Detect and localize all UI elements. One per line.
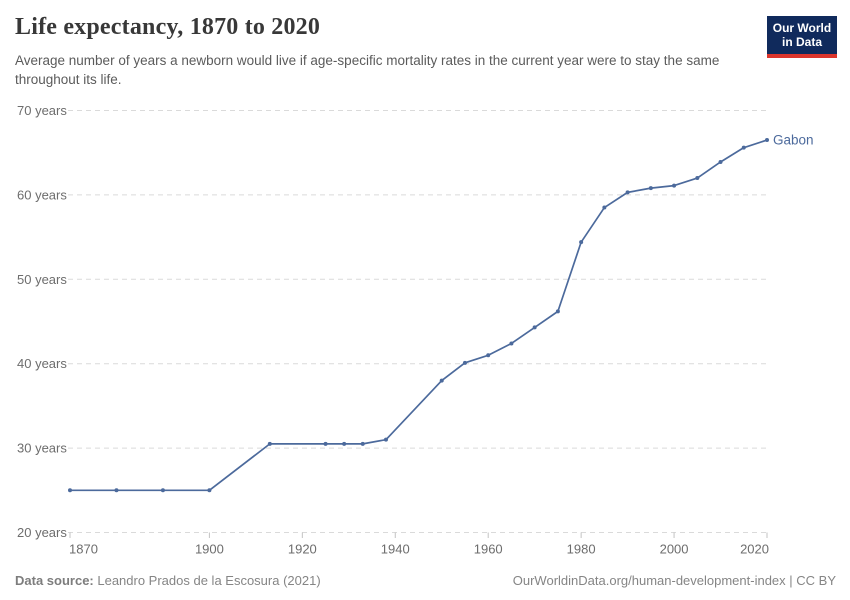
data-point[interactable] bbox=[160, 488, 165, 493]
data-point[interactable] bbox=[648, 186, 653, 191]
data-source-value: Leandro Prados de la Escosura (2021) bbox=[93, 573, 321, 588]
data-point[interactable] bbox=[207, 488, 212, 493]
x-axis-tick-label: 1960 bbox=[474, 542, 503, 557]
data-point[interactable] bbox=[68, 488, 72, 493]
data-point[interactable] bbox=[360, 441, 365, 446]
data-point[interactable] bbox=[486, 353, 491, 358]
x-axis-tick-label: 1870 bbox=[69, 542, 98, 557]
series-line bbox=[70, 139, 768, 492]
data-point[interactable] bbox=[741, 145, 746, 150]
y-axis-tick-label: 20 years bbox=[17, 525, 67, 540]
attribution-link[interactable]: OurWorldinData.org/human-development-ind… bbox=[512, 573, 836, 588]
data-source-label: Data source: bbox=[15, 573, 94, 588]
data-point[interactable] bbox=[765, 138, 769, 143]
chart-subtitle: Average number of years a newborn would … bbox=[15, 53, 720, 87]
data-point[interactable] bbox=[342, 441, 347, 446]
data-point[interactable] bbox=[672, 183, 677, 188]
data-point[interactable] bbox=[267, 441, 272, 446]
y-axis-tick-label: 40 years bbox=[17, 356, 67, 371]
x-axis-tick-label: 1900 bbox=[195, 542, 224, 557]
data-point[interactable] bbox=[323, 441, 328, 446]
data-point[interactable] bbox=[695, 176, 700, 181]
data-point[interactable] bbox=[462, 360, 467, 365]
data-point[interactable] bbox=[579, 240, 584, 245]
data-point[interactable] bbox=[718, 159, 723, 164]
y-axis-tick-label: 70 years bbox=[17, 103, 67, 118]
owid-logo-line1: Our World bbox=[772, 21, 832, 35]
y-axis-tick-label: 30 years bbox=[17, 441, 67, 456]
data-point[interactable] bbox=[114, 488, 119, 493]
data-point[interactable] bbox=[602, 205, 607, 210]
data-point[interactable] bbox=[555, 309, 560, 314]
x-axis-tick-label: 1920 bbox=[288, 542, 317, 557]
data-point[interactable] bbox=[439, 378, 444, 383]
x-axis-tick-label: 1940 bbox=[381, 542, 410, 557]
x-axis-tick-label: 1980 bbox=[567, 542, 596, 557]
y-axis-tick-label: 60 years bbox=[17, 187, 67, 202]
entity-label[interactable]: Gabon bbox=[773, 133, 814, 148]
x-axis-tick-label: 2020 bbox=[740, 542, 769, 557]
data-source-note: Data source: Leandro Prados de la Escosu… bbox=[15, 573, 321, 588]
chart-title: Life expectancy, 1870 to 2020 bbox=[15, 14, 321, 40]
y-axis-tick-label: 50 years bbox=[17, 272, 67, 287]
data-point[interactable] bbox=[532, 325, 537, 330]
owid-logo[interactable]: Our World in Data bbox=[767, 16, 837, 58]
x-axis-tick-label: 2000 bbox=[660, 542, 689, 557]
data-point[interactable] bbox=[625, 190, 630, 195]
owid-logo-line2: in Data bbox=[781, 35, 822, 50]
data-point[interactable] bbox=[509, 341, 514, 346]
chart-footer: Data source: Leandro Prados de la Escosu… bbox=[15, 573, 836, 588]
data-point[interactable] bbox=[383, 437, 388, 442]
